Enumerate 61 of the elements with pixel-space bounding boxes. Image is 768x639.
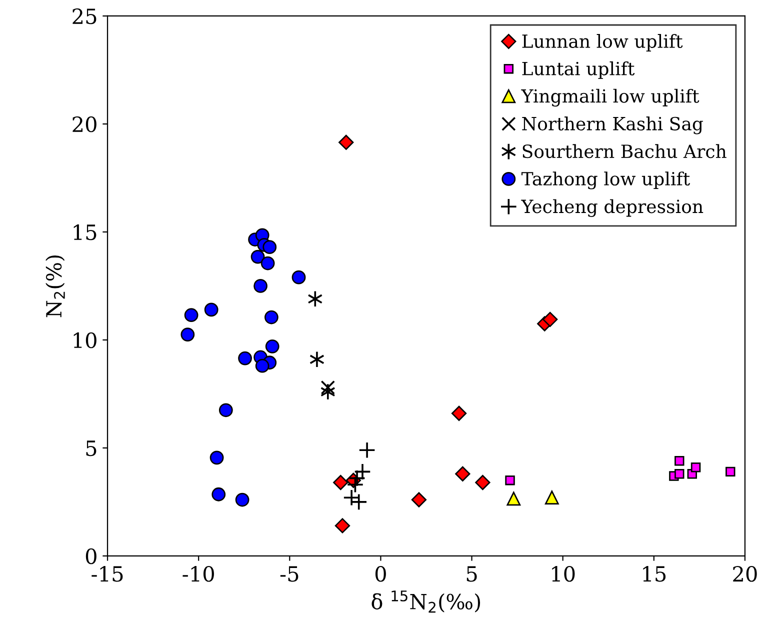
x-axis-title: δ $^{15}$N$_{2}$(‰) — [372, 590, 480, 613]
point — [180, 328, 195, 342]
x-tick-label: 0 — [375, 566, 386, 582]
point — [308, 290, 323, 308]
point — [260, 256, 275, 270]
point — [726, 466, 736, 477]
point — [262, 240, 277, 254]
point — [451, 406, 467, 421]
point — [455, 466, 470, 482]
legend-label: Northern Kashi Sag — [522, 116, 703, 134]
point — [255, 358, 270, 373]
point — [475, 474, 490, 490]
point — [320, 383, 336, 400]
x-tick-label: -5 — [280, 566, 298, 582]
point — [333, 474, 348, 490]
point — [350, 493, 368, 510]
y-tick-label: 10 — [74, 332, 96, 348]
point — [505, 475, 515, 486]
point — [204, 302, 218, 317]
point — [346, 476, 364, 494]
point — [218, 403, 233, 418]
y-tick-label: 15 — [74, 224, 96, 240]
point — [254, 279, 268, 293]
point — [358, 442, 376, 459]
point — [265, 339, 280, 354]
point — [292, 270, 306, 284]
point — [264, 310, 278, 324]
x-tick-label: 5 — [466, 566, 477, 582]
point — [411, 492, 427, 508]
x-tick-label: 10 — [552, 566, 575, 582]
point — [338, 134, 354, 150]
point — [544, 490, 559, 505]
point — [235, 492, 250, 507]
point — [334, 518, 350, 534]
legend-label: Luntai uplift — [522, 61, 635, 79]
y-tick-label: 25 — [72, 8, 96, 24]
point — [210, 450, 224, 465]
point — [506, 492, 521, 506]
point — [184, 308, 198, 322]
legend-label: Lunnan low uplift — [522, 34, 683, 52]
point — [690, 462, 701, 472]
y-axis-title: N$_{2}$(%) — [46, 255, 65, 318]
x-tick-label: 20 — [733, 566, 757, 582]
point — [542, 312, 558, 327]
legend-label: Yingmaili low uplift — [521, 88, 700, 107]
point — [309, 350, 324, 368]
x-tick-label: 15 — [643, 566, 666, 582]
legend-label: Tazhong low uplift — [521, 172, 690, 190]
point — [250, 250, 265, 264]
x-tick-label: -10 — [182, 566, 214, 582]
point — [674, 456, 684, 466]
point — [320, 380, 336, 395]
x-tick-label: -15 — [92, 566, 123, 582]
point — [238, 351, 252, 366]
y-tick-label: 20 — [72, 116, 96, 132]
legend-label: Yecheng depression — [521, 199, 704, 217]
point — [674, 468, 684, 479]
y-tick-label: 0 — [86, 548, 96, 564]
point — [212, 487, 226, 502]
legend-label: Sourthern Bachu Arch — [522, 144, 726, 158]
y-tick-label: 5 — [86, 440, 96, 456]
